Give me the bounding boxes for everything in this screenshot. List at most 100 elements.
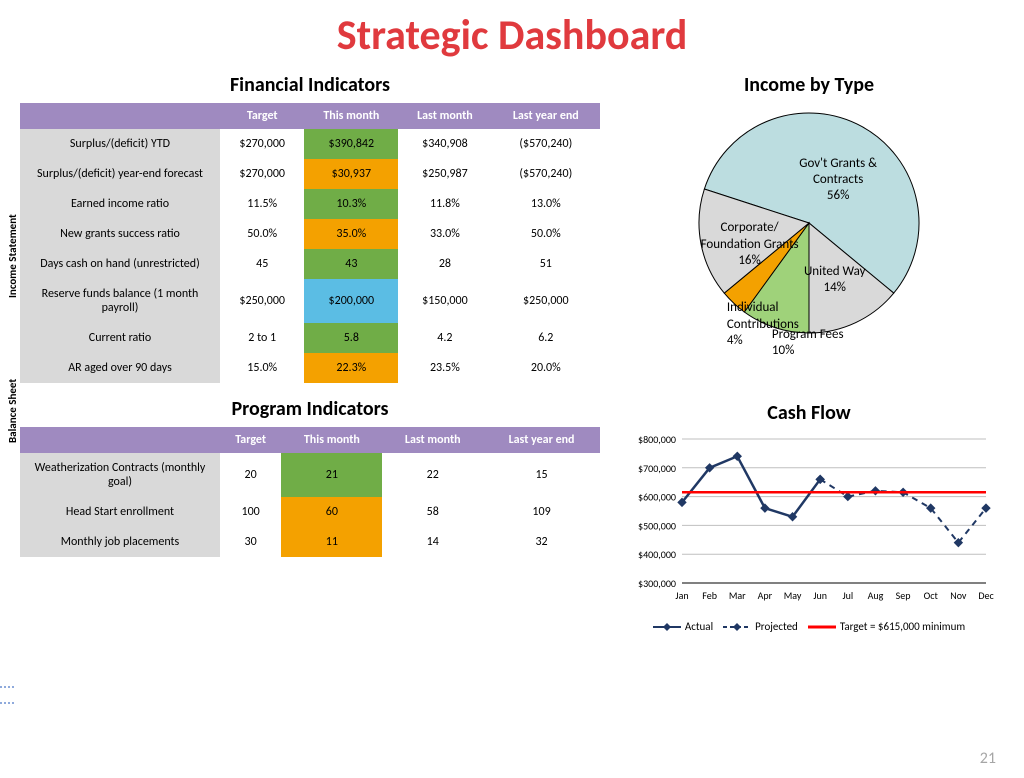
cell-this-month: $200,000 (304, 279, 398, 323)
income-by-type-title: Income by Type (624, 73, 994, 97)
cash-flow-title: Cash Flow (624, 401, 994, 425)
col-this-month: This month (304, 103, 398, 129)
y-tick-label: $700,000 (638, 462, 676, 475)
table-row: New grants success ratio50.0%35.0%33.0%5… (20, 219, 600, 249)
cell-this-month: 43 (304, 249, 398, 279)
pcol-this-month: This month (281, 427, 382, 453)
x-tick-label: Oct (924, 589, 939, 602)
page-title: Strategic Dashboard (0, 10, 1024, 61)
cell-last-year: 109 (483, 497, 600, 527)
decorative-rule-1 (0, 686, 14, 688)
cell-this-month: $30,937 (304, 159, 398, 189)
financial-title: Financial Indicators (20, 73, 600, 97)
y-tick-label: $600,000 (638, 491, 676, 504)
x-tick-label: Sep (896, 589, 911, 602)
table-row: AR aged over 90 days15.0%22.3%23.5%20.0% (20, 353, 600, 383)
cell-target: 15.0% (220, 353, 304, 383)
x-tick-label: Jul (842, 589, 853, 602)
x-tick-label: Feb (702, 589, 717, 602)
cell-last-month: 28 (398, 249, 491, 279)
legend-item: Actual (653, 620, 713, 633)
table-row: Days cash on hand (unrestricted)45432851 (20, 249, 600, 279)
financial-header-row: Target This month Last month Last year e… (20, 103, 600, 129)
cashflow-legend: ActualProjectedTarget = $615,000 minimum (624, 620, 994, 633)
program-section: Program Indicators Target This month Las… (20, 397, 600, 557)
x-tick-label: Aug (868, 589, 884, 602)
cell-this-month: 60 (281, 497, 382, 527)
x-tick-label: Mar (729, 589, 746, 602)
row-label: AR aged over 90 days (20, 353, 220, 383)
cell-this-month: $390,842 (304, 129, 398, 159)
pie-label: Individual Contributions4% (727, 300, 837, 349)
row-label: Current ratio (20, 323, 220, 353)
cell-target: 100 (220, 497, 281, 527)
y-tick-label: $500,000 (638, 519, 676, 532)
cell-last-year: 50.0% (492, 219, 600, 249)
col-blank (20, 103, 220, 129)
cell-last-month: 22 (382, 453, 483, 497)
row-label: Reserve funds balance (1 month payroll) (20, 279, 220, 323)
series-marker (871, 487, 879, 495)
cell-this-month: 22.3% (304, 353, 398, 383)
cell-last-year: 13.0% (492, 189, 600, 219)
table-row: Surplus/(deficit) year-end forecast$270,… (20, 159, 600, 189)
cell-last-month: 33.0% (398, 219, 491, 249)
cell-last-year: 32 (483, 527, 600, 557)
cell-target: $270,000 (220, 129, 304, 159)
cell-target: 45 (220, 249, 304, 279)
decorative-rule-2 (0, 702, 14, 704)
x-tick-label: Apr (758, 589, 773, 602)
cell-last-month: 23.5% (398, 353, 491, 383)
x-tick-label: Jan (675, 589, 688, 602)
cell-target: 2 to 1 (220, 323, 304, 353)
table-row: Earned income ratio11.5%10.3%11.8%13.0% (20, 189, 600, 219)
table-row: Monthly job placements30111432 (20, 527, 600, 557)
cell-this-month: 11 (281, 527, 382, 557)
cell-last-year: $250,000 (492, 279, 600, 323)
pie-label: Corporate/ Foundation Grants16% (695, 220, 805, 269)
row-label: Surplus/(deficit) year-end forecast (20, 159, 220, 189)
cell-target: 11.5% (220, 189, 304, 219)
cell-this-month: 5.8 (304, 323, 398, 353)
dashboard-content: Financial Indicators Income Statement Ba… (0, 73, 1024, 633)
page-number: 21 (980, 749, 996, 768)
cell-last-month: $250,987 (398, 159, 491, 189)
cell-last-year: 6.2 (492, 323, 600, 353)
cell-target: 30 (220, 527, 281, 557)
x-tick-label: Dec (978, 589, 994, 602)
cash-flow-chart: $300,000 $400,000 $500,000 $600,000 $700,000… (624, 431, 994, 633)
table-row: Reserve funds balance (1 month payroll) $… (20, 279, 600, 323)
program-header-row: Target This month Last month Last year e… (20, 427, 600, 453)
y-tick-label: $300,000 (638, 577, 676, 590)
series-marker (982, 504, 990, 512)
pcol-last-year: Last year end (483, 427, 600, 453)
table-row: Head Start enrollment1006058109 (20, 497, 600, 527)
series-marker (844, 493, 852, 501)
x-tick-label: Nov (950, 589, 967, 602)
row-label: Surplus/(deficit) YTD (20, 129, 220, 159)
cell-target: 50.0% (220, 219, 304, 249)
cell-this-month: 21 (281, 453, 382, 497)
table-row: Surplus/(deficit) YTD$270,000$390,842$34… (20, 129, 600, 159)
cell-target: $270,000 (220, 159, 304, 189)
cell-last-month: $340,908 (398, 129, 491, 159)
x-tick-label: May (784, 589, 802, 602)
x-tick-label: Jun (813, 589, 827, 602)
side-label-balance: Balance Sheet (6, 379, 19, 443)
cell-last-month: $150,000 (398, 279, 491, 323)
row-label: Days cash on hand (unrestricted) (20, 249, 220, 279)
col-last-month: Last month (398, 103, 491, 129)
cashflow-svg: $300,000 $400,000 $500,000 $600,000 $700,000… (624, 431, 994, 611)
pie-label: Gov't Grants & Contracts56% (783, 156, 893, 205)
legend-item: Target = $615,000 minimum (808, 620, 965, 633)
y-tick-label: $400,000 (638, 548, 676, 561)
cell-last-year: 15 (483, 453, 600, 497)
cell-last-year: 20.0% (492, 353, 600, 383)
pie-chart: Gov't Grants & Contracts56%United Way14%… (624, 103, 994, 393)
row-label: Earned income ratio (20, 189, 220, 219)
financial-table: Target This month Last month Last year e… (20, 103, 600, 383)
series-line (682, 456, 820, 516)
row-label: New grants success ratio (20, 219, 220, 249)
cell-last-year: 51 (492, 249, 600, 279)
cell-last-month: 14 (382, 527, 483, 557)
